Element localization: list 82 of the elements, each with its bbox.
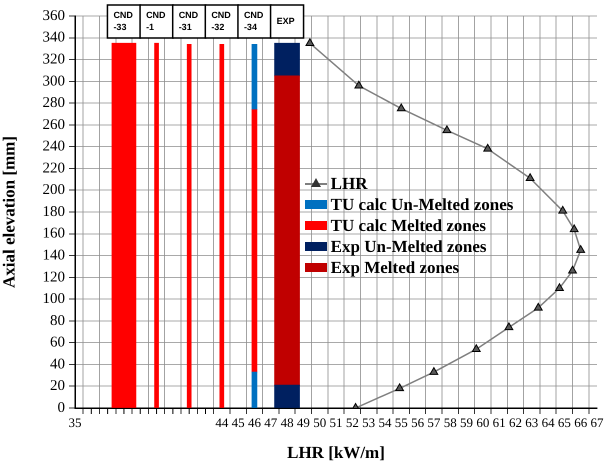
y-tick-label: 200 — [42, 182, 65, 198]
x-tick-label: 65 — [558, 415, 571, 430]
y-tick-label: 40 — [50, 356, 65, 372]
x-axis-title: LHR [kW/m] — [287, 443, 385, 462]
point — [504, 322, 514, 330]
x-tick-label: 64 — [542, 415, 556, 430]
x-tick-label: 62 — [508, 415, 522, 430]
x-tick-label: 47 — [264, 415, 278, 430]
x-tick-label: 55 — [394, 415, 408, 430]
x-tick-label: 61 — [492, 415, 506, 430]
point — [306, 38, 314, 46]
point — [395, 383, 404, 392]
y-tick-label: 360 — [42, 8, 65, 24]
x-tick-label: 60 — [476, 415, 490, 430]
x-tick-label: 63 — [525, 415, 538, 430]
point — [570, 224, 579, 232]
x-tick-label: 66 — [574, 415, 588, 430]
y-tick-label: 120 — [42, 269, 65, 286]
annotation: CND -1 — [146, 10, 166, 32]
y-tick-label: 180 — [42, 204, 65, 220]
bar — [219, 44, 224, 408]
x-tick-label: 67 — [590, 415, 604, 430]
y-tick-label: 140 — [42, 247, 65, 264]
y-tick-label: 340 — [42, 30, 65, 46]
x-tick-label: 53 — [362, 415, 376, 430]
annotation: CND -31 — [178, 10, 199, 32]
point — [483, 144, 492, 152]
point — [568, 266, 577, 274]
point — [472, 344, 481, 352]
bar — [252, 44, 258, 110]
annotation: CND -33 — [113, 10, 134, 32]
x-tick-label: 44 — [215, 415, 229, 430]
legend-label: TU calc Melted zones — [330, 214, 486, 236]
point — [555, 283, 564, 291]
point — [429, 367, 438, 375]
y-tick-label: 260 — [42, 116, 65, 133]
x-tick-label: 45 — [232, 415, 245, 430]
x-tick-label: 58 — [444, 415, 457, 430]
y-tick-label: 100 — [42, 291, 65, 308]
bar — [186, 44, 192, 408]
bar — [252, 372, 258, 408]
bar — [274, 76, 300, 386]
x-tick-label: 46 — [248, 415, 262, 430]
legend-label: TU calc Un-Melted zones — [330, 194, 514, 215]
annotation: EXP — [276, 16, 295, 26]
y-tick-label: 60 — [50, 334, 65, 351]
y-tick-label: 300 — [42, 73, 65, 90]
x-tick-label: 49 — [296, 415, 310, 430]
x-tick-label: 50 — [313, 415, 326, 430]
annotation: CND -32 — [211, 10, 232, 32]
y-tick-label: 80 — [50, 312, 65, 329]
x-tick-label: 51 — [330, 415, 342, 430]
x-tick-label: 48 — [280, 415, 294, 430]
y-axis-title: Axial elevation [mm] — [0, 136, 19, 288]
x-tick-label: 59 — [460, 415, 473, 430]
annotation: CND -34 — [244, 10, 264, 32]
y-tick-label: 160 — [42, 226, 65, 242]
x-tick-label: 52 — [346, 415, 359, 430]
bar — [252, 109, 258, 372]
point — [396, 104, 406, 112]
y-tick-label: 240 — [42, 138, 65, 155]
y-tick-label: 220 — [42, 160, 65, 176]
legend-label: LHR — [330, 172, 368, 194]
point — [354, 80, 364, 88]
y-tick-label: 280 — [42, 95, 65, 112]
point — [442, 125, 452, 134]
bar — [154, 42, 159, 408]
x-tick-label: 57 — [427, 415, 441, 430]
y-tick-label: 320 — [42, 51, 65, 68]
y-tick-label: 20 — [50, 378, 65, 394]
bar — [274, 384, 300, 408]
point — [576, 245, 586, 253]
x-tick-label: 56 — [411, 415, 425, 430]
point — [558, 206, 568, 214]
y-tick-label: 0 — [58, 400, 65, 416]
legend-label: Exp Melted zones — [330, 256, 460, 278]
x-tick-label: 35 — [68, 415, 82, 430]
x-tick-label: 54 — [378, 415, 392, 430]
point — [526, 173, 535, 181]
bar — [274, 42, 300, 76]
point — [534, 302, 543, 311]
legend-label: Exp Un-Melted zones — [330, 236, 486, 257]
